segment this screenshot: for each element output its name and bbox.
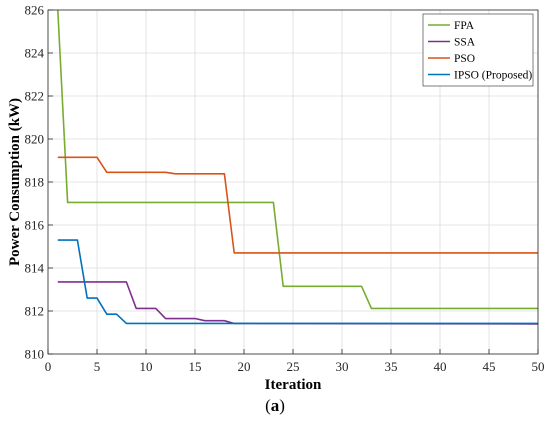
x-tick-label: 5: [94, 359, 101, 374]
caption-open: (: [265, 396, 271, 415]
x-tick-label: 10: [140, 359, 153, 374]
legend-label: SSA: [454, 37, 476, 49]
series-line-ipso-proposed: [57, 239, 538, 325]
y-tick-label: 820: [25, 132, 45, 147]
y-tick-label: 822: [25, 89, 45, 104]
legend-label: IPSO (Proposed): [454, 70, 532, 82]
x-tick-label: 50: [532, 359, 545, 374]
y-tick-label: 814: [25, 261, 45, 276]
y-axis-label: Power Consumption (kW): [7, 98, 23, 266]
x-tick-label: 30: [336, 359, 349, 374]
figure-caption: (a): [0, 396, 550, 416]
series-line-fpa: [57, 9, 538, 310]
series-line-ssa: [57, 281, 539, 325]
x-tick-label: 0: [45, 359, 52, 374]
x-tick-label: 45: [483, 359, 496, 374]
y-tick-label: 818: [25, 175, 45, 190]
y-tick-label: 810: [25, 347, 45, 362]
x-tick-label: 20: [238, 359, 251, 374]
x-tick-label: 35: [385, 359, 398, 374]
x-tick-label: 15: [189, 359, 202, 374]
series-line-pso: [57, 156, 538, 254]
y-tick-label: 826: [25, 3, 45, 18]
y-tick-label: 812: [25, 304, 45, 319]
legend: FPA SSA PSO IPSO (Proposed): [422, 13, 534, 87]
y-tick-label: 824: [25, 46, 45, 61]
x-tick-label: 25: [287, 359, 300, 374]
legend-label: FPA: [454, 20, 475, 32]
x-tick-label: 40: [434, 359, 447, 374]
axis-ticks: 0 5 10 15 20 25 30 35 40 45 50 810 812 814 816 818 820 82…: [25, 3, 545, 375]
y-tick-label: 816: [25, 218, 45, 233]
caption-letter: a: [270, 396, 280, 415]
caption-close: ): [279, 396, 285, 415]
legend-label: PSO: [454, 53, 475, 65]
plot-lines: [57, 9, 539, 325]
x-axis-label: Iteration: [265, 377, 322, 393]
